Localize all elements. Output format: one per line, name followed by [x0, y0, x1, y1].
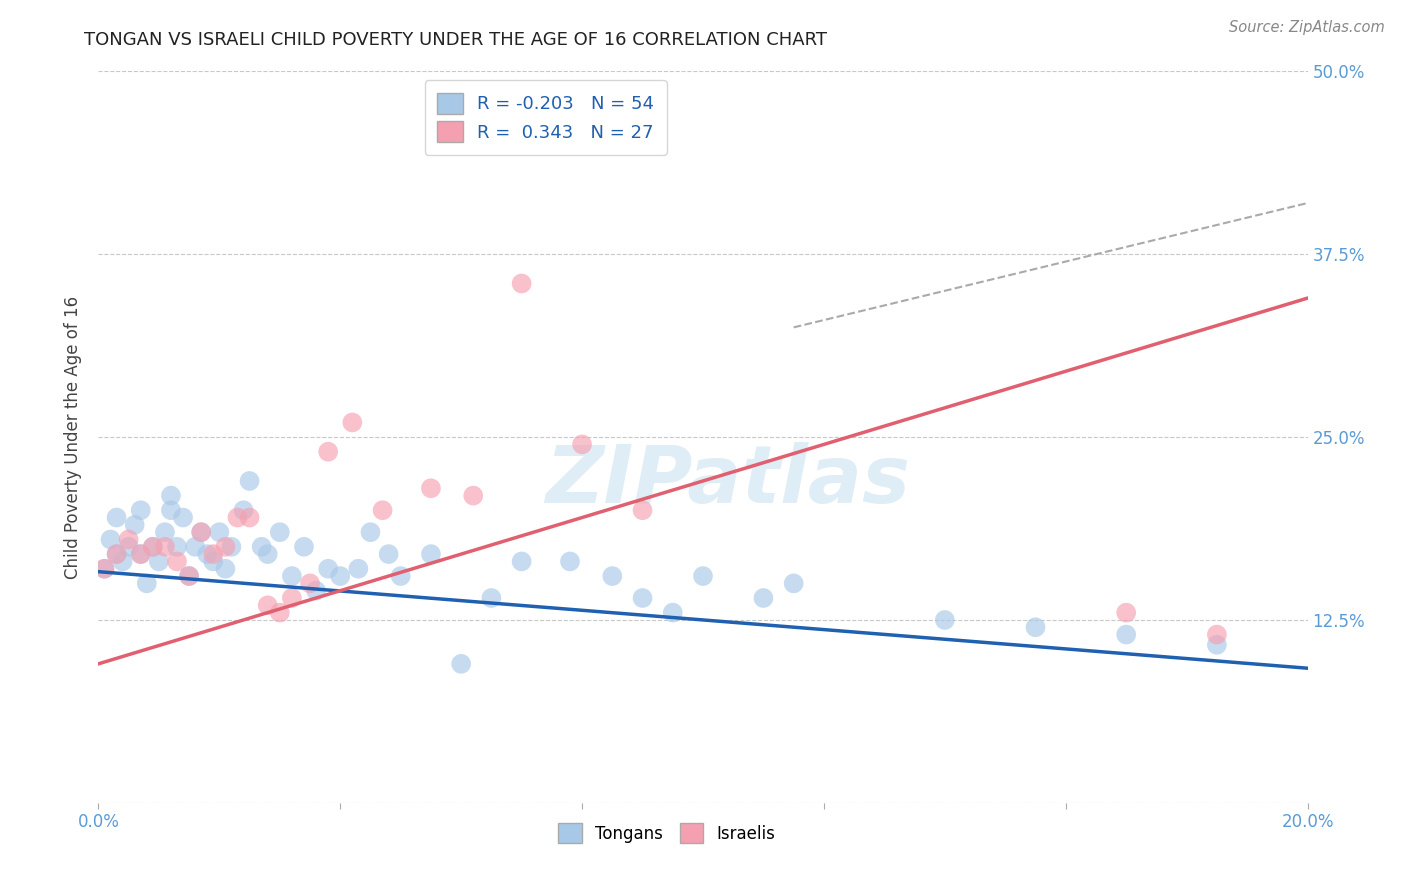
Point [631, 503, 654, 517]
Point [256, 547, 278, 561]
Point [166, 554, 188, 568]
Point [100, 533, 122, 547]
Point [93, 562, 115, 576]
Point [292, 540, 315, 554]
Point [118, 540, 141, 554]
Point [420, 481, 443, 495]
Point [256, 599, 278, 613]
Point [481, 591, 503, 605]
Point [118, 533, 141, 547]
Point [190, 525, 212, 540]
Point [602, 569, 624, 583]
Point [342, 416, 364, 430]
Point [239, 474, 262, 488]
Point [160, 503, 183, 517]
Point [142, 540, 165, 554]
Point [281, 569, 304, 583]
Point [226, 510, 249, 524]
Point [105, 547, 128, 561]
Point [214, 540, 236, 554]
Point [934, 613, 956, 627]
Point [510, 277, 533, 291]
Point [105, 510, 128, 524]
Point [135, 576, 157, 591]
Point [661, 606, 683, 620]
Point [214, 562, 236, 576]
Point [129, 547, 152, 561]
Point [202, 554, 225, 568]
Point [360, 525, 382, 540]
Point [510, 554, 533, 568]
Point [221, 540, 243, 554]
Text: ZIPatlas: ZIPatlas [544, 442, 910, 520]
Point [172, 510, 194, 524]
Point [239, 510, 262, 524]
Point [463, 489, 485, 503]
Point [142, 540, 165, 554]
Point [316, 444, 339, 458]
Point [1115, 627, 1137, 641]
Point [752, 591, 775, 605]
Point [371, 503, 394, 517]
Point [347, 562, 370, 576]
Point [389, 569, 412, 583]
Point [93, 562, 115, 576]
Point [1115, 606, 1137, 620]
Point [124, 517, 146, 532]
Point [571, 437, 593, 451]
Point [377, 547, 399, 561]
Point [450, 657, 472, 671]
Point [305, 583, 328, 598]
Point [558, 554, 581, 568]
Point [160, 489, 183, 503]
Point [153, 525, 176, 540]
Point [179, 569, 201, 583]
Point [232, 503, 254, 517]
Point [190, 525, 212, 540]
Point [1206, 627, 1229, 641]
Point [299, 576, 322, 591]
Point [111, 554, 134, 568]
Point [631, 591, 654, 605]
Point [129, 547, 152, 561]
Point [250, 540, 273, 554]
Legend: Tongans, Israelis: Tongans, Israelis [551, 817, 782, 849]
Point [166, 540, 188, 554]
Point [692, 569, 714, 583]
Point [281, 591, 304, 605]
Point [184, 540, 207, 554]
Y-axis label: Child Poverty Under the Age of 16: Child Poverty Under the Age of 16 [65, 295, 83, 579]
Text: TONGAN VS ISRAELI CHILD POVERTY UNDER THE AGE OF 16 CORRELATION CHART: TONGAN VS ISRAELI CHILD POVERTY UNDER TH… [84, 31, 827, 49]
Point [202, 547, 225, 561]
Point [269, 525, 291, 540]
Point [208, 525, 231, 540]
Point [783, 576, 806, 591]
Point [1024, 620, 1046, 634]
Point [316, 562, 339, 576]
Point [195, 547, 218, 561]
Point [420, 547, 443, 561]
Point [1206, 638, 1229, 652]
Point [129, 503, 152, 517]
Point [105, 547, 128, 561]
Point [269, 606, 291, 620]
Text: Source: ZipAtlas.com: Source: ZipAtlas.com [1229, 20, 1385, 35]
Point [179, 569, 201, 583]
Point [148, 554, 170, 568]
Point [153, 540, 176, 554]
Point [329, 569, 352, 583]
